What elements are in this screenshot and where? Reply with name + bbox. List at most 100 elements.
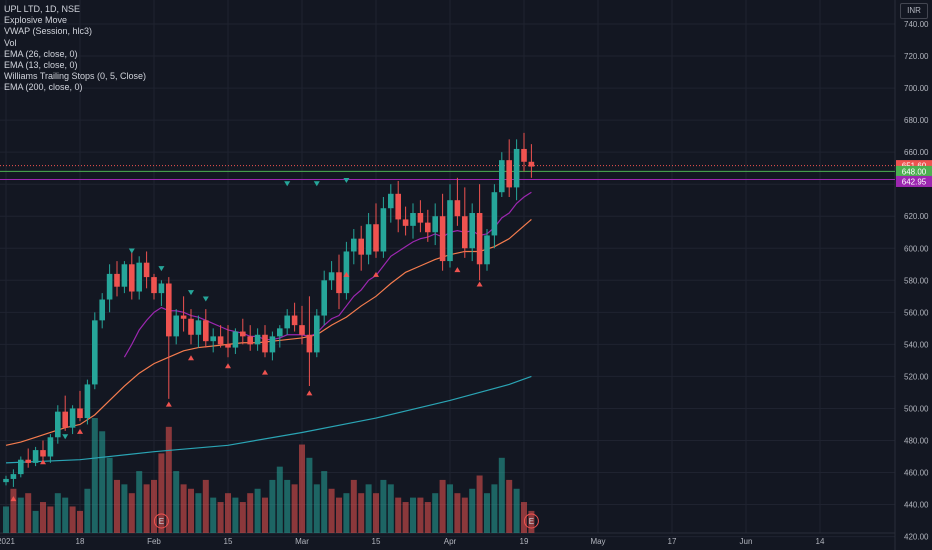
price-tag <box>896 175 932 187</box>
candle-body <box>106 273 113 300</box>
volume-bar <box>373 493 379 533</box>
volume-bar <box>54 493 61 533</box>
volume-bar <box>387 484 394 533</box>
volume-bar <box>247 493 254 533</box>
candle-body <box>314 315 320 353</box>
candle-body <box>388 193 394 209</box>
price-tick-label: 480.00 <box>904 436 929 445</box>
candle-body <box>188 318 194 335</box>
volume-bar <box>40 502 46 533</box>
volume-bar <box>269 479 276 533</box>
ws-up-marker <box>262 369 268 375</box>
candle-body <box>166 283 172 337</box>
candle-body <box>210 336 216 342</box>
volume-bar <box>299 444 305 533</box>
volume-bar <box>202 479 209 533</box>
volume-bar <box>410 497 416 533</box>
candle-body <box>373 224 379 252</box>
candle-body <box>232 331 239 348</box>
price-tag-label: 648.00 <box>902 167 927 176</box>
currency-badge[interactable]: INR <box>900 3 928 19</box>
volume-bar <box>17 497 24 533</box>
price-tick-label: 680.00 <box>904 116 929 125</box>
candle-body <box>321 280 327 316</box>
volume-bar <box>328 488 335 533</box>
candle-body <box>32 450 39 463</box>
volume-bar <box>188 488 194 533</box>
ws-down-marker <box>343 177 350 183</box>
price-tick-label: 460.00 <box>904 469 929 478</box>
volume-bar <box>3 506 9 533</box>
legend-williams-stops[interactable]: Williams Trailing Stops (0, 5, Close) <box>4 71 147 82</box>
volume-bar <box>158 453 165 533</box>
legend-ema-13[interactable]: EMA (13, close, 0) <box>4 60 78 71</box>
candle-body <box>217 336 224 345</box>
candle-body <box>491 192 498 236</box>
ws-down-marker <box>313 181 320 187</box>
price-tick-label: 740.00 <box>904 20 929 29</box>
candle-body <box>225 344 231 348</box>
candle-body <box>262 334 268 353</box>
candle-body <box>336 272 342 294</box>
legend-ema-200[interactable]: EMA (200, close, 0) <box>4 82 83 93</box>
candle-body <box>439 216 446 262</box>
candle-body <box>84 384 91 419</box>
candle-body <box>395 193 401 220</box>
ws-down-marker <box>158 266 165 272</box>
volume-bar <box>380 479 387 533</box>
volume-bar <box>284 479 291 533</box>
ws-down-marker <box>128 248 135 254</box>
volume-bar <box>254 488 261 533</box>
time-tick-label: 18 <box>76 537 85 546</box>
legend-vwap[interactable]: VWAP (Session, hlc3) <box>4 26 93 37</box>
volume-bar <box>432 493 439 533</box>
volume-bar <box>306 457 313 533</box>
candle-body <box>25 459 31 463</box>
candle-body <box>151 277 157 294</box>
time-tick-label: Jun <box>740 537 753 546</box>
candle-body <box>432 216 438 233</box>
ws-up-marker <box>306 390 313 396</box>
volume-bar <box>439 479 446 533</box>
legend-volume[interactable]: Vol <box>4 37 17 48</box>
volume-bar <box>358 493 365 533</box>
candle-body <box>365 224 372 255</box>
volume-bar <box>128 493 135 533</box>
ws-down-marker <box>62 434 69 440</box>
volume-bar <box>506 479 513 533</box>
volume-bar <box>313 484 320 533</box>
candle-body <box>99 299 105 321</box>
legend-explosive-move[interactable]: Explosive Move <box>4 15 68 26</box>
price-tag <box>896 160 932 172</box>
legend-symbol[interactable]: UPL LTD, 1D, NSE <box>4 4 81 14</box>
volume-bar <box>99 431 106 533</box>
price-tick-label: 540.00 <box>904 340 929 349</box>
candle-body <box>291 315 298 326</box>
price-tick-label: 520.00 <box>904 372 929 381</box>
volume-bar <box>402 502 409 533</box>
price-tick-label: 560.00 <box>904 308 929 317</box>
candle-body <box>254 334 261 345</box>
time-tick-label: Apr <box>444 537 457 546</box>
volume-bar <box>32 510 39 533</box>
volume-bar <box>84 488 91 533</box>
candle-body <box>195 320 202 335</box>
candle-body <box>499 160 505 193</box>
volume-bar <box>521 502 527 533</box>
candle-body <box>484 235 490 265</box>
ws-down-marker <box>284 181 291 187</box>
legend-ema-26[interactable]: EMA (26, close, 0) <box>4 48 78 59</box>
candle-body <box>417 213 424 223</box>
price-tick-label: 580.00 <box>904 276 929 285</box>
ws-up-marker <box>188 355 194 361</box>
candle-body <box>476 213 483 265</box>
candle-body <box>114 273 120 287</box>
price-tick-label: 620.00 <box>904 212 929 221</box>
ws-down-marker <box>202 296 209 302</box>
candle-body <box>277 328 283 337</box>
candle-body <box>299 325 305 335</box>
candle-body <box>269 336 276 353</box>
candle-body <box>521 148 527 162</box>
